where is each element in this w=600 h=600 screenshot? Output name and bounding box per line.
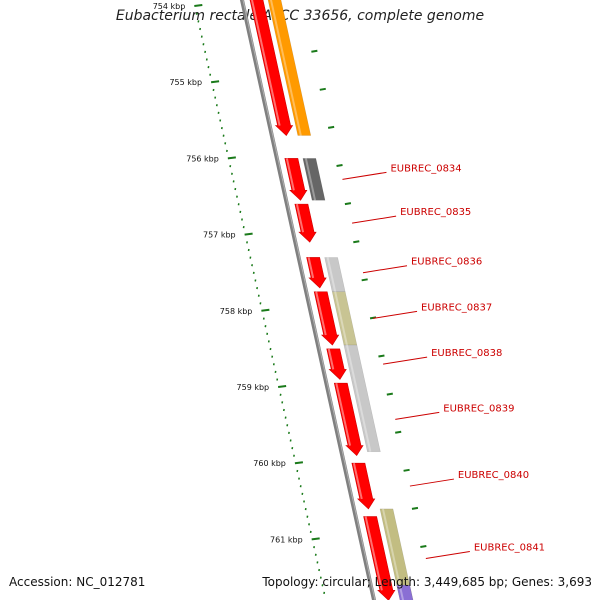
feature-box-highlight — [334, 291, 348, 346]
gene-arrow — [333, 382, 364, 457]
gene-arrow-highlight — [250, 0, 281, 126]
feature-layer — [267, 0, 427, 600]
label-layer: EUBREC_0834 EUBREC_0835 EUBREC_0836 EUBREC_… — [342, 163, 545, 559]
gene-label: EUBREC_0840 — [458, 470, 529, 481]
gene-label: EUBREC_0837 — [421, 302, 492, 313]
gene-label: EUBREC_0841 — [474, 542, 545, 553]
outer-tick — [386, 392, 393, 396]
tick-label: 755 kbp — [169, 78, 202, 87]
tick-label: 756 kbp — [186, 154, 219, 163]
gene-label-leader — [395, 411, 440, 420]
feature-box-highlight — [398, 584, 405, 600]
feature-box — [267, 0, 312, 136]
gene-arrow — [313, 291, 340, 346]
tick-label: 761 kbp — [270, 535, 303, 544]
gene-arrow — [363, 516, 396, 600]
major-tick — [311, 537, 320, 541]
map-title: Eubacterium rectale ATCC 33656, complete… — [115, 8, 485, 24]
gene-layer — [249, 0, 396, 600]
gene-arrow-highlight — [335, 382, 352, 446]
outer-tick — [411, 506, 419, 510]
gene-arrow-highlight — [307, 257, 315, 279]
feature-box-highlight — [326, 257, 337, 292]
gene-arrow — [294, 203, 317, 243]
gene-label-leader — [352, 215, 397, 224]
tick-label: 759 kbp — [237, 383, 270, 392]
gene-label-leader — [425, 550, 470, 559]
tick-layer: 754 kbp 755 kbp 756 kbp 757 kbp 758 kbp 759 k… — [153, 2, 326, 595]
major-tick — [210, 80, 220, 84]
gene-arrow-highlight — [352, 462, 363, 500]
tick-label: 754 kbp — [153, 2, 186, 11]
gene-label-leader — [342, 171, 387, 180]
feature-box — [379, 508, 414, 600]
outer-tick — [361, 278, 368, 282]
gene-label-leader — [362, 265, 408, 274]
major-tick — [261, 308, 270, 312]
outer-tick — [395, 430, 402, 434]
feature-box-highlight — [269, 0, 302, 136]
tick-label: 760 kbp — [253, 459, 286, 468]
gene-arrow — [284, 158, 308, 201]
outer-tick — [344, 202, 352, 206]
outer-tick — [336, 164, 343, 168]
major-tick — [194, 4, 203, 7]
tick-label: 757 kbp — [203, 231, 236, 240]
gene-label: EUBREC_0836 — [411, 257, 482, 268]
outer-tick — [311, 49, 318, 53]
outer-tick — [319, 87, 326, 91]
outer-tick — [403, 468, 410, 472]
outer-tick — [327, 125, 335, 129]
feature-box — [343, 344, 381, 453]
gene-arrow — [249, 0, 294, 137]
gene-arrow-highlight — [364, 516, 383, 591]
gene-label: EUBREC_0838 — [431, 348, 502, 359]
gene-label-leader — [383, 356, 428, 365]
gene-arrow — [306, 257, 327, 289]
tick-label: 758 kbp — [220, 307, 253, 316]
major-tick — [294, 461, 304, 465]
major-tick — [244, 232, 253, 236]
outer-tick — [378, 354, 385, 358]
outer-tick — [420, 545, 427, 549]
gene-label-leader — [409, 478, 455, 487]
gene-arrow — [326, 348, 347, 380]
gene-arrow-highlight — [327, 348, 335, 370]
feature-box — [302, 158, 326, 201]
genome-backbone-highlight — [242, 0, 376, 600]
feature-box-highlight — [345, 344, 372, 452]
topology-text: Topology: circular; Length: 3,449,685 bp… — [262, 575, 592, 589]
gene-label: EUBREC_0835 — [400, 207, 471, 218]
gene-label: EUBREC_0834 — [390, 163, 461, 174]
gene-arrow-highlight — [295, 203, 305, 233]
outer-tick — [353, 240, 360, 244]
gene-arrow-highlight — [285, 158, 295, 191]
backbone-layer — [239, 0, 377, 600]
feature-box-highlight — [304, 158, 317, 201]
accession-text: Accession: NC_012781 — [9, 575, 146, 589]
gene-label-leader — [372, 310, 418, 319]
feature-box — [396, 584, 414, 600]
gene-label: EUBREC_0839 — [443, 403, 514, 414]
major-tick — [278, 385, 287, 388]
genome-backbone — [239, 0, 377, 600]
gene-arrow-highlight — [315, 291, 327, 336]
major-tick — [227, 156, 236, 160]
gene-arrow — [351, 462, 376, 510]
